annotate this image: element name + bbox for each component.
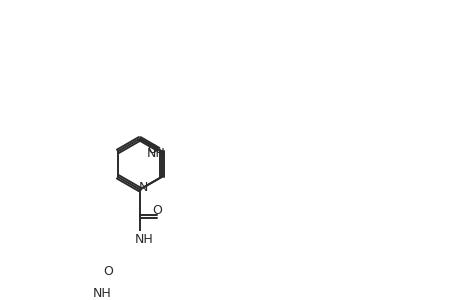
Text: O: O — [151, 204, 162, 217]
Text: NH: NH — [92, 287, 111, 300]
Text: NH: NH — [135, 233, 153, 246]
Text: O: O — [147, 143, 157, 156]
Text: O: O — [103, 266, 113, 278]
Text: NH: NH — [146, 147, 165, 160]
Text: N: N — [139, 182, 148, 194]
